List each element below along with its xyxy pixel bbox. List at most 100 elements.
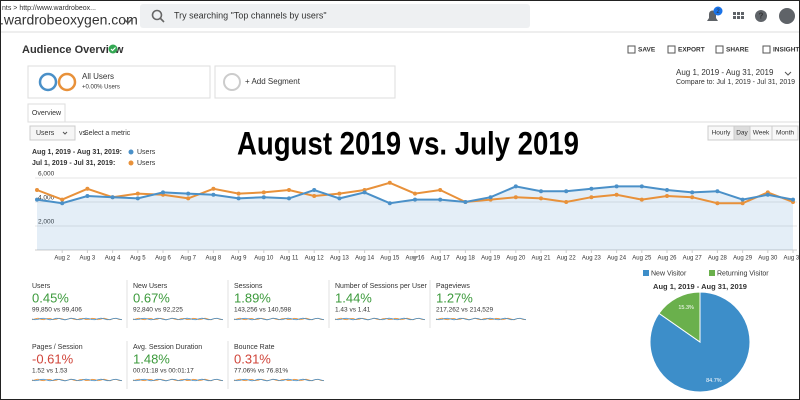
chart-resize-handle[interactable]	[411, 256, 419, 260]
search-box[interactable]	[140, 4, 530, 28]
data-point	[614, 192, 619, 197]
data-point	[261, 190, 266, 195]
data-point	[413, 197, 417, 202]
segment-change: +0.00% Users	[82, 85, 120, 91]
select-metric[interactable]: Select a metric	[84, 130, 131, 137]
data-point	[387, 201, 392, 206]
add-segment-card[interactable]	[214, 65, 396, 99]
granularity-button[interactable]	[771, 125, 799, 141]
data-point	[665, 194, 669, 198]
legend-label: Users	[137, 149, 156, 156]
x-tick-label: Aug 2	[54, 256, 70, 262]
data-point	[740, 197, 745, 202]
x-tick-label: Aug 9	[231, 256, 247, 262]
add-segment[interactable]: + Add Segment	[245, 77, 301, 86]
sparkline	[31, 378, 123, 382]
x-tick-label: Aug 24	[607, 256, 627, 262]
x-tick-label: Aug 21	[531, 256, 551, 262]
metric-change: 1.44%	[335, 290, 372, 305]
verified-check	[110, 47, 116, 52]
data-point	[438, 188, 443, 192]
granularity-label[interactable]: Hourly	[712, 130, 732, 137]
metric-comparison: 00:01:18 vs 00:01:17	[133, 368, 194, 375]
action-icon[interactable]	[627, 45, 636, 54]
metric-name: Avg. Session Duration	[133, 344, 202, 351]
action-label[interactable]: INSIGHT	[773, 47, 799, 54]
action-icon[interactable]	[715, 45, 724, 54]
legend-swatch	[128, 160, 134, 166]
x-tick-label: Aug 4	[105, 256, 121, 262]
date-range[interactable]: Aug 1, 2019 - Aug 31, 2019	[676, 68, 774, 77]
legend-label: Users	[137, 160, 156, 167]
data-point	[765, 192, 770, 197]
sparkline	[233, 317, 325, 321]
data-point	[463, 200, 468, 204]
pie-label: 84.7%	[706, 378, 722, 384]
metric-name: New Users	[133, 283, 168, 290]
data-point	[564, 189, 569, 194]
overlay-title: August 2019 vs. July 2019	[237, 125, 579, 161]
data-point	[186, 196, 191, 201]
legend-swatch	[709, 270, 715, 276]
action-icon[interactable]	[667, 45, 676, 54]
metric-name: Number of Sessions per User	[335, 283, 427, 290]
data-point	[135, 196, 140, 201]
account-avatar[interactable]	[779, 8, 795, 24]
legend-period: Aug 1, 2019 - Aug 31, 2019:	[32, 149, 122, 156]
action-label[interactable]: EXPORT	[678, 47, 705, 54]
action-icon[interactable]	[762, 45, 771, 54]
data-point	[715, 201, 720, 206]
granularity-label[interactable]: Month	[776, 130, 794, 137]
add-segment-icon	[223, 73, 241, 91]
x-tick-label: Aug 11	[280, 256, 299, 262]
action-label[interactable]: SAVE	[638, 47, 656, 54]
data-point	[60, 201, 65, 206]
pie-title: Aug 1, 2019 - Aug 31, 2019	[653, 282, 747, 291]
data-point	[287, 188, 291, 192]
help-icon[interactable]	[755, 10, 767, 22]
pie-label: 15.3%	[678, 305, 694, 311]
action-label[interactable]: SHARE	[726, 47, 749, 54]
compare-range[interactable]: Compare to: Jul 1, 2019 - Jul 31, 2019	[676, 79, 795, 86]
granularity-label[interactable]: Week	[753, 130, 770, 137]
metric-dropdown[interactable]	[29, 125, 76, 141]
x-tick-label: Aug 27	[683, 256, 703, 262]
data-point	[740, 201, 745, 206]
x-tick-label: Aug 20	[506, 256, 526, 262]
x-tick-label: Aug 23	[582, 256, 602, 262]
x-tick-label: Aug 10	[254, 256, 274, 262]
x-tick-label: Aug 29	[733, 256, 753, 262]
x-tick-label: Aug 8	[206, 256, 222, 262]
legend-period: Jul 1, 2019 - Jul 31, 2019:	[32, 160, 115, 167]
legend-swatch	[643, 270, 649, 276]
data-point	[261, 195, 266, 200]
property-name[interactable]: .wardrobeoxygen.com	[0, 12, 138, 28]
property-caret[interactable]	[123, 18, 133, 25]
x-tick-label: Aug 30	[758, 256, 778, 262]
date-caret[interactable]	[784, 71, 792, 76]
tab-label[interactable]: Overview	[32, 110, 62, 117]
notification-badge	[713, 6, 723, 16]
data-point	[791, 197, 795, 202]
data-point	[690, 190, 695, 195]
breadcrumb[interactable]: nts > http://www.wardrobeox...	[2, 5, 96, 12]
data-point	[564, 200, 569, 204]
granularity-label[interactable]: Day	[736, 130, 748, 137]
data-point	[589, 186, 594, 191]
data-point	[539, 189, 543, 194]
data-point	[413, 191, 417, 196]
metric-name: Sessions	[234, 283, 263, 290]
x-tick-label: Aug 28	[708, 256, 728, 262]
data-point	[312, 194, 317, 198]
metric-comparison: 217,262 vs 214,529	[436, 307, 493, 314]
metric-dropdown-label[interactable]: Users	[36, 130, 55, 137]
data-point	[438, 197, 443, 202]
data-point	[513, 195, 518, 200]
metric-name: Pageviews	[436, 283, 470, 290]
x-tick-label: Aug 12	[305, 256, 325, 262]
search-icon-handle	[159, 17, 165, 23]
apps-icon[interactable]	[733, 12, 744, 19]
data-point	[110, 195, 115, 200]
data-point	[85, 186, 90, 191]
data-point	[665, 188, 669, 192]
